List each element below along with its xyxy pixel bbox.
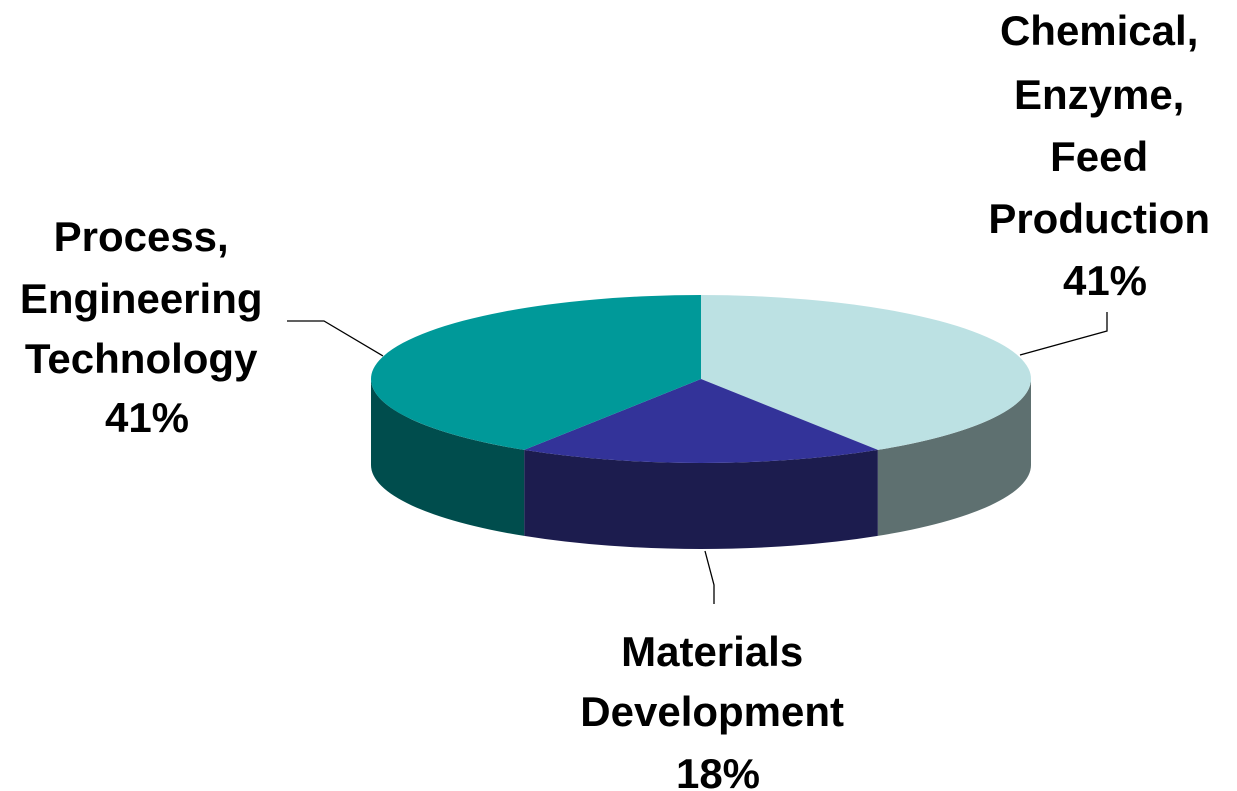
slice-label-chemical-line-3: Feed [1050, 133, 1148, 180]
slice-label-materials-line-1: Materials [621, 628, 803, 675]
slice-label-materials: Materials Development 18% [580, 628, 855, 791]
pie-sides [371, 379, 1031, 549]
leader-line-materials [704, 550, 715, 604]
slice-label-chemical-line-2: Enzyme, [1014, 71, 1184, 118]
slice-label-chemical: Chemical, Enzyme, Feed Production 41% [988, 7, 1221, 304]
slice-label-process-line-1: Process, [54, 213, 229, 260]
slice-value-chemical: 41% [1063, 257, 1147, 304]
pie-slice-materials [524, 379, 878, 463]
slice-label-process-line-3: Technology [25, 335, 258, 382]
leader-line-chemical [1019, 312, 1108, 356]
pie-tops [370, 295, 1031, 463]
slice-label-process-line-2: Engineering [20, 275, 263, 322]
pie-side-chemical [877, 379, 1031, 536]
pie-slice-process [370, 295, 701, 450]
leader-line-process [287, 320, 384, 357]
slice-value-materials: 18% [676, 750, 760, 791]
slice-label-chemical-line-4: Production [988, 195, 1210, 242]
slice-label-chemical-line-1: Chemical, [1000, 7, 1198, 54]
slice-label-materials-line-2: Development [580, 688, 844, 735]
pie-leader-lines [287, 312, 1108, 604]
pie-side-process [371, 379, 525, 536]
slice-label-process: Process, Engineering Technology 41% [20, 213, 274, 441]
slice-value-process: 41% [105, 394, 189, 441]
pie-slice-chemical [701, 295, 1031, 450]
pie-side-materials [524, 449, 878, 549]
